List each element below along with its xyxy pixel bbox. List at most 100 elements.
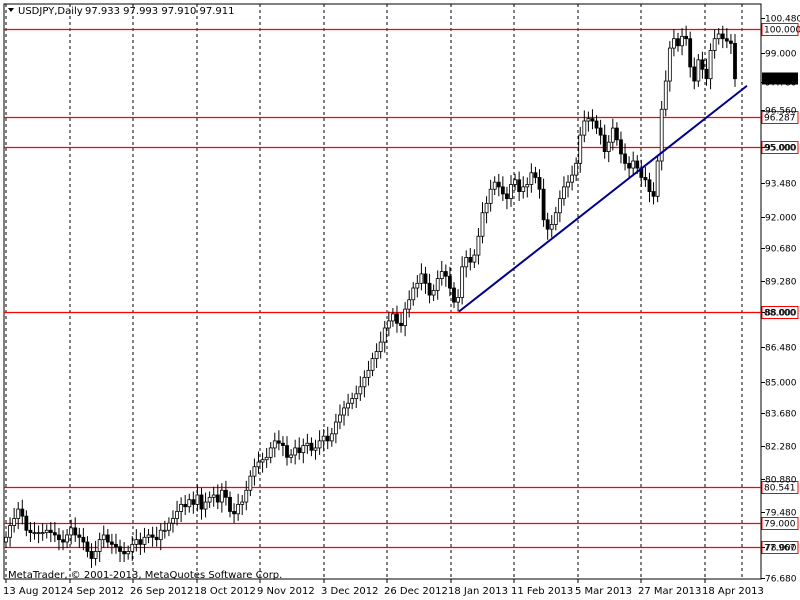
candle-body xyxy=(590,118,595,122)
candle-body xyxy=(468,257,473,263)
level-label: 100.000 xyxy=(764,26,800,36)
candle-body xyxy=(236,503,241,515)
candle-body xyxy=(73,527,78,536)
candle-body xyxy=(672,38,676,49)
candle-body xyxy=(513,179,517,185)
candle-body xyxy=(574,162,579,176)
level-label: 88.000 xyxy=(764,309,796,319)
candle-body xyxy=(122,551,127,555)
candle-body xyxy=(704,68,709,80)
x-tick-label: 26 Sep 2012 xyxy=(130,586,193,597)
plot-area xyxy=(3,3,762,580)
candle-body xyxy=(105,534,110,543)
candle-body xyxy=(566,181,570,188)
candle-body xyxy=(667,47,672,82)
candle-body xyxy=(403,308,408,327)
y-tick-label: 79.480 xyxy=(765,509,797,519)
candle-body xyxy=(415,282,420,289)
candle-body xyxy=(570,174,574,183)
candle-body xyxy=(150,534,155,538)
candle-body xyxy=(89,551,94,559)
candle-body xyxy=(684,35,689,40)
candle-body xyxy=(138,539,143,545)
candle-body xyxy=(24,515,29,531)
level-label-box xyxy=(761,481,799,494)
candle-body xyxy=(317,440,322,449)
candle-body xyxy=(390,313,395,322)
candle-body xyxy=(276,440,281,444)
y-tick-label: 93.480 xyxy=(765,180,797,190)
candle-body xyxy=(224,489,228,498)
candle-body xyxy=(720,33,725,40)
candle-body xyxy=(167,522,171,531)
candle-body xyxy=(289,454,293,458)
level-label: 79.000 xyxy=(764,520,796,530)
y-tick-label: 83.680 xyxy=(765,410,797,420)
trendline xyxy=(458,84,748,313)
candle-body xyxy=(65,534,69,543)
candle-body xyxy=(419,273,424,284)
horizontal-levels: 100.000 96.287 95.000 88.000 80.541 79.000 77.… xyxy=(4,23,800,554)
candle-body xyxy=(52,532,57,536)
candle-body xyxy=(529,172,534,185)
price-axis: 100.48099.00097.78096.56095.00093.48092.… xyxy=(761,15,800,585)
candle-body xyxy=(101,534,106,541)
candle-body xyxy=(724,38,729,42)
candle-body xyxy=(488,188,493,204)
candle-body xyxy=(541,188,546,221)
candle-body xyxy=(427,282,432,296)
candle-body xyxy=(712,38,717,51)
candle-body xyxy=(378,341,383,352)
candle-body xyxy=(130,543,135,552)
candle-body xyxy=(232,511,236,515)
candle-body xyxy=(729,40,733,44)
candle-body xyxy=(386,320,391,329)
candle-body xyxy=(647,179,652,192)
candle-body xyxy=(423,273,428,284)
candle-body xyxy=(395,313,399,324)
candle-body xyxy=(602,134,607,152)
y-tick-label: 90.680 xyxy=(765,245,797,255)
x-tick-label: 18 Jan 2013 xyxy=(448,586,508,597)
candle-body xyxy=(118,546,122,552)
candle-body xyxy=(215,494,220,503)
candle-body xyxy=(16,508,21,519)
dropdown-arrow-icon[interactable] xyxy=(8,8,14,12)
candle-body xyxy=(631,160,636,169)
x-tick-label: 9 Nov 2012 xyxy=(257,586,315,597)
candle-body xyxy=(187,499,192,508)
candle-body xyxy=(32,532,37,535)
candle-body xyxy=(610,127,615,143)
candle-body xyxy=(692,66,697,82)
candle-body xyxy=(435,278,440,291)
candle-body xyxy=(496,181,501,188)
candle-body xyxy=(305,442,310,446)
candle-body xyxy=(407,299,412,310)
trendline-line[interactable] xyxy=(458,84,748,313)
candle-body xyxy=(4,536,8,543)
ohlc-values: 97.933 97.993 97.910 97.911 xyxy=(85,6,235,17)
candle-body xyxy=(443,271,448,277)
candle-body xyxy=(158,529,163,541)
candle-body xyxy=(696,59,701,82)
candle-body xyxy=(114,543,118,548)
candle-body xyxy=(252,466,257,477)
candle-body xyxy=(260,459,265,463)
x-tick-label: 26 Dec 2012 xyxy=(384,586,448,597)
candle-body xyxy=(553,212,558,225)
level-label: 96.287 xyxy=(764,114,796,124)
candle-body xyxy=(301,445,306,454)
candle-body xyxy=(700,59,705,70)
candle-body xyxy=(635,160,640,169)
x-tick-label: 4 Sep 2012 xyxy=(67,586,124,597)
candle-body xyxy=(321,435,326,442)
y-tick-label: 85.000 xyxy=(765,379,797,389)
candle-body xyxy=(325,435,330,442)
candle-body xyxy=(578,134,583,164)
y-tick-label: 78.000 xyxy=(765,544,797,554)
x-tick-label: 13 Aug 2012 xyxy=(3,586,67,597)
x-tick-label: 3 Dec 2012 xyxy=(321,586,379,597)
candle-body xyxy=(12,518,17,526)
candle-body xyxy=(452,287,456,303)
